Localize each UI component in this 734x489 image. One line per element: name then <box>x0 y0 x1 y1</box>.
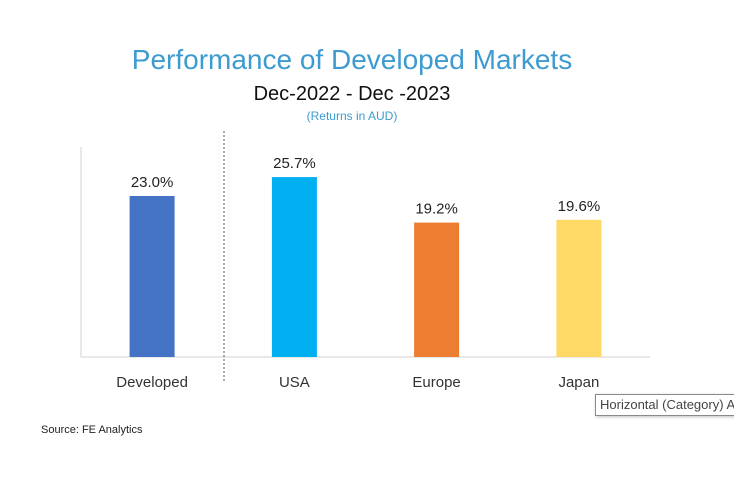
data-label-developed: 23.0% <box>131 174 174 191</box>
chart-note: (Returns in AUD) <box>306 109 398 123</box>
bar-europe[interactable] <box>414 222 460 357</box>
source-note: Source: FE Analytics <box>41 424 143 436</box>
chart-title: Performance of Developed Markets <box>131 44 573 75</box>
x-tick-label-developed: Developed <box>116 374 188 391</box>
axis-tooltip: Horizontal (Category) Axis <box>595 394 734 416</box>
data-label-usa: 25.7% <box>273 155 316 172</box>
x-tick-label-europe: Europe <box>412 374 460 391</box>
data-label-europe: 19.2% <box>415 201 458 218</box>
chart-subtitle: Dec-2022 - Dec -2023 <box>253 83 451 105</box>
data-label-japan: 19.6% <box>558 198 601 215</box>
bar-usa[interactable] <box>271 177 317 357</box>
x-tick-label-usa: USA <box>279 374 310 391</box>
bar-developed[interactable] <box>129 196 175 357</box>
x-tick-label-japan: Japan <box>558 374 599 391</box>
bar-japan[interactable] <box>556 219 602 357</box>
